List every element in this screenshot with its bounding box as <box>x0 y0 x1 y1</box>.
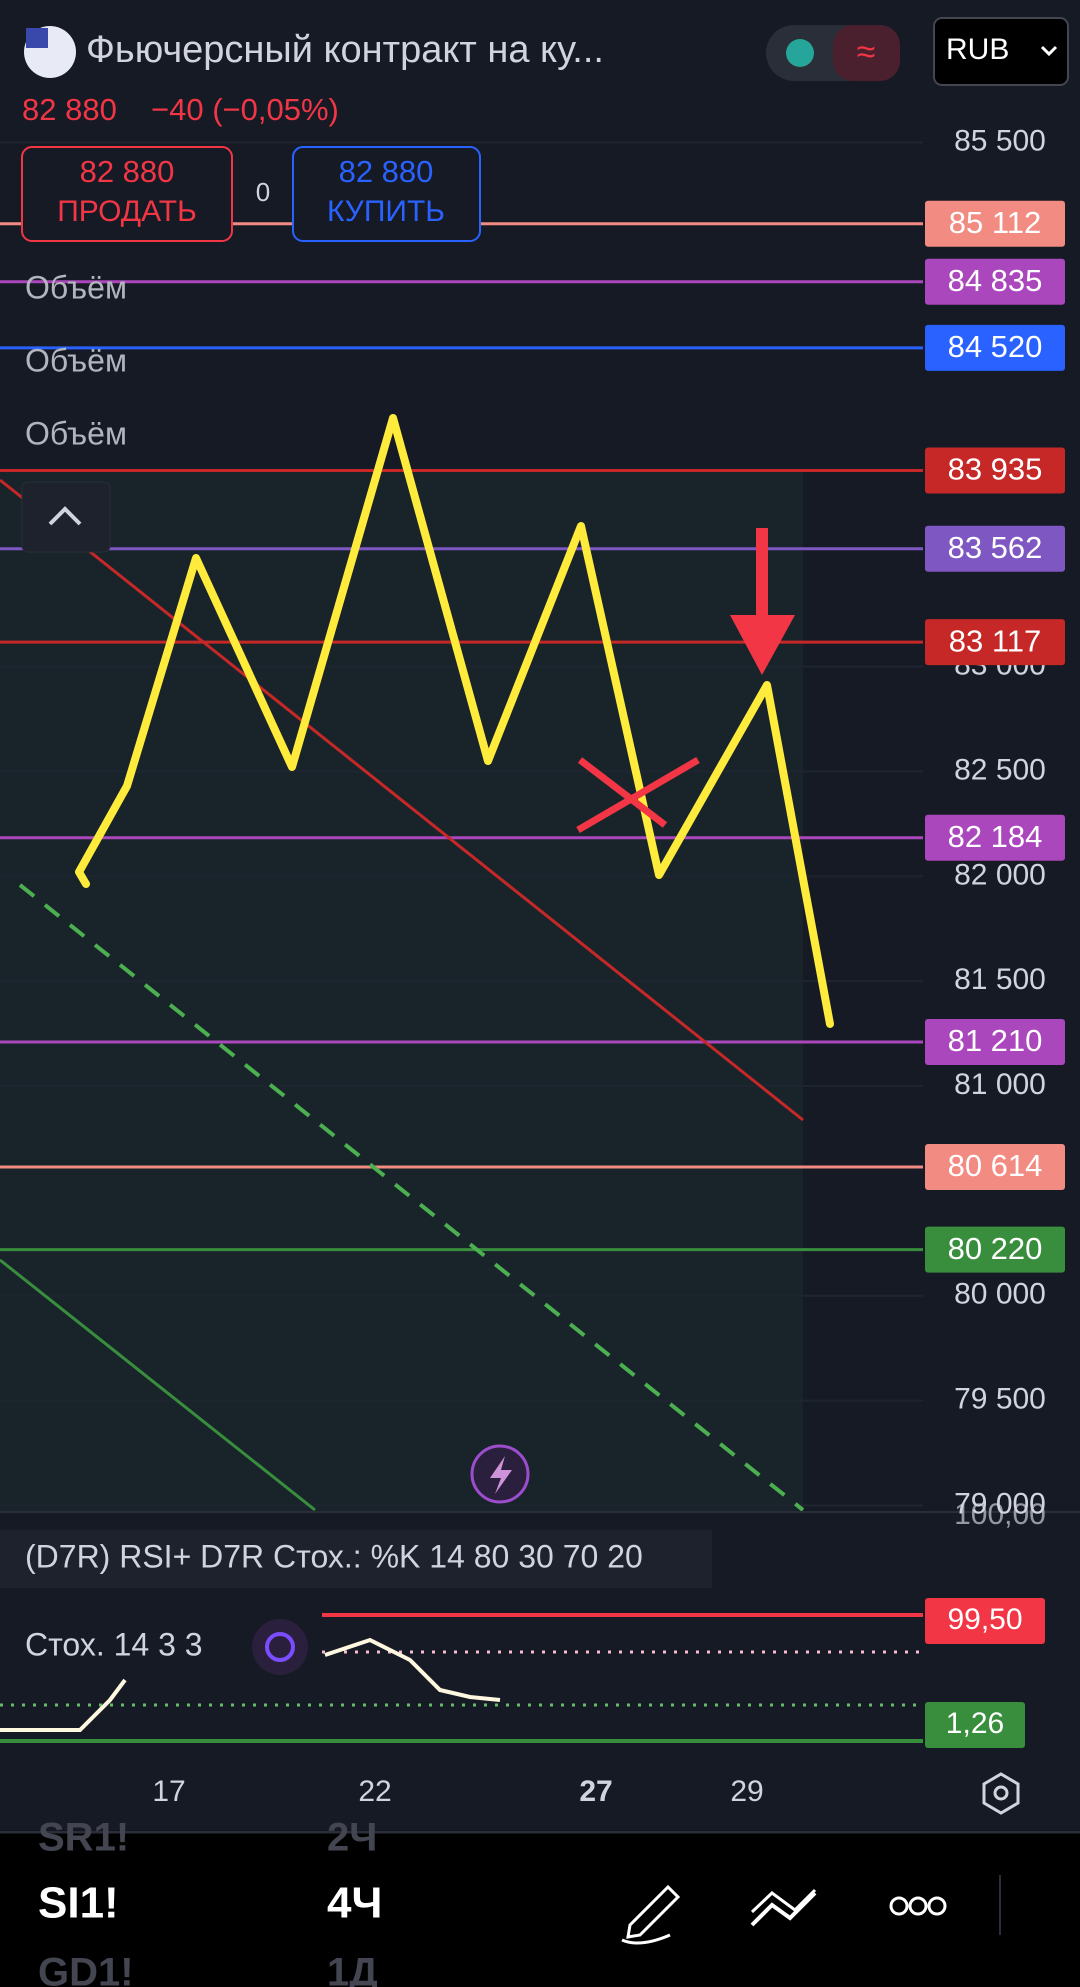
trend-line <box>0 478 804 1122</box>
level-label: 84 520 <box>948 329 1043 364</box>
last-price: 82 880 <box>22 92 117 127</box>
osc-badge <box>925 1702 1025 1748</box>
drawings-icon <box>750 1888 817 1914</box>
osc-badge <box>925 1598 1045 1644</box>
label-bg <box>0 1530 712 1588</box>
x-tick-label: 27 <box>579 1775 612 1808</box>
level-badge <box>925 619 1065 666</box>
osc-axis-label: 100,00 <box>954 1498 1046 1531</box>
stoch-line <box>0 1678 127 1732</box>
range-shade <box>0 470 803 1512</box>
wave-icon: ≈ <box>857 33 876 71</box>
collapse-icon <box>48 506 82 526</box>
level-label: 83 562 <box>948 530 1043 565</box>
level-label: 80 614 <box>948 1148 1043 1183</box>
x-tick-label: 22 <box>358 1775 391 1808</box>
level-label: 80 220 <box>948 1231 1043 1266</box>
level-badge <box>925 447 1065 494</box>
level-badge <box>925 200 1065 247</box>
cross-mark <box>577 757 668 828</box>
level-badge <box>925 814 1065 861</box>
arrow <box>730 615 795 675</box>
trend-line <box>0 1258 316 1512</box>
y-tick-label: 85 500 <box>954 124 1046 157</box>
more-icon <box>927 1896 947 1916</box>
symbol-title[interactable]: Фьючерсный контракт на ку... <box>86 29 604 71</box>
level-label: 84 835 <box>948 263 1043 298</box>
level-badge <box>925 324 1065 371</box>
level-label: 83 935 <box>948 452 1043 487</box>
level-label: 81 210 <box>948 1023 1043 1058</box>
level-badge <box>925 1019 1065 1066</box>
settings-icon <box>993 1785 1009 1801</box>
toggle-wave <box>833 25 900 81</box>
indicator-label[interactable]: Объём <box>25 415 127 451</box>
bottom-bar <box>0 1830 1080 1987</box>
watch-symbol[interactable]: SR1! <box>38 1816 129 1860</box>
y-tick-label: 82 500 <box>954 753 1046 786</box>
settings-button[interactable] <box>982 1772 1020 1815</box>
cross-mark <box>576 756 700 834</box>
osc-upper: 99,50 <box>947 1603 1022 1636</box>
buy-button[interactable] <box>292 146 481 242</box>
x-tick-label: 17 <box>152 1775 185 1808</box>
lightning-icon <box>490 1456 512 1494</box>
watch-symbol[interactable]: GD1! <box>38 1951 134 1987</box>
currency: RUB <box>946 33 1009 66</box>
level-label: 85 112 <box>949 205 1042 240</box>
flag-canton <box>26 28 48 48</box>
level-label: 82 184 <box>948 819 1043 854</box>
watch-symbol[interactable]: SI1! <box>38 1879 119 1928</box>
levels <box>0 141 923 1507</box>
refresh-button[interactable] <box>252 1619 308 1675</box>
level-badge <box>925 1143 1065 1190</box>
refresh-icon <box>265 1632 295 1662</box>
y-tick-label: 80 000 <box>954 1278 1046 1311</box>
buy-label: КУПИТЬ <box>327 195 445 228</box>
y-tick-label: 79 000 <box>954 1487 1046 1520</box>
y-tick-label: 79 500 <box>954 1383 1046 1416</box>
y-tick-label: 81 500 <box>954 963 1046 996</box>
indicator-label[interactable]: Объём <box>25 342 127 378</box>
drawings-button[interactable] <box>750 1891 817 1927</box>
watch-interval: 1Д <box>327 1951 378 1987</box>
osc-label[interactable]: Стох. 14 3 3 <box>25 1626 203 1662</box>
sell-label: ПРОДАТЬ <box>57 195 197 228</box>
more-icon <box>908 1896 928 1916</box>
buy-price: 82 880 <box>339 154 434 189</box>
level-badge <box>925 1226 1065 1273</box>
collapse-button[interactable] <box>21 481 111 553</box>
level-label: 83 117 <box>949 623 1042 658</box>
watch-interval: 2Ч <box>327 1816 377 1860</box>
toggle-dot <box>786 39 814 67</box>
trend-line <box>18 883 805 1512</box>
watch-interval: 4Ч <box>327 1879 382 1928</box>
draw-button[interactable] <box>621 1884 681 1945</box>
osc-label[interactable]: (D7R) RSI+ D7R Стох.: %K 14 80 30 70 20 <box>25 1538 643 1574</box>
level-badge <box>925 525 1065 572</box>
hand-drawing <box>75 414 834 1028</box>
spread: 0 <box>256 177 270 207</box>
sell-button[interactable] <box>21 146 233 242</box>
price-change: −40 (−0,05%) <box>151 92 339 127</box>
x-tick-label: 29 <box>730 1775 763 1808</box>
level-badge <box>925 258 1065 305</box>
dropdown-arrow <box>1040 45 1058 57</box>
indicator-label[interactable]: Объём <box>25 269 127 305</box>
y-tick-label: 82 000 <box>954 858 1046 891</box>
more-button[interactable] <box>889 1896 909 1916</box>
osc-lower: 1,26 <box>946 1707 1004 1740</box>
currency-select[interactable] <box>933 17 1069 86</box>
sell-price: 82 880 <box>80 154 175 189</box>
y-tick-label: 81 000 <box>954 1068 1046 1101</box>
stoch-line <box>324 1637 501 1702</box>
